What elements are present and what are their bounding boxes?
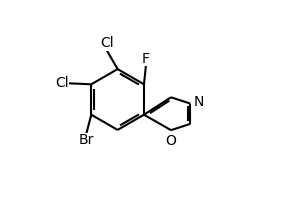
Text: Cl: Cl bbox=[100, 36, 114, 50]
Text: O: O bbox=[166, 134, 176, 148]
Text: Cl: Cl bbox=[55, 76, 69, 90]
Text: N: N bbox=[194, 95, 204, 109]
Text: F: F bbox=[142, 52, 150, 66]
Text: Br: Br bbox=[79, 133, 94, 147]
